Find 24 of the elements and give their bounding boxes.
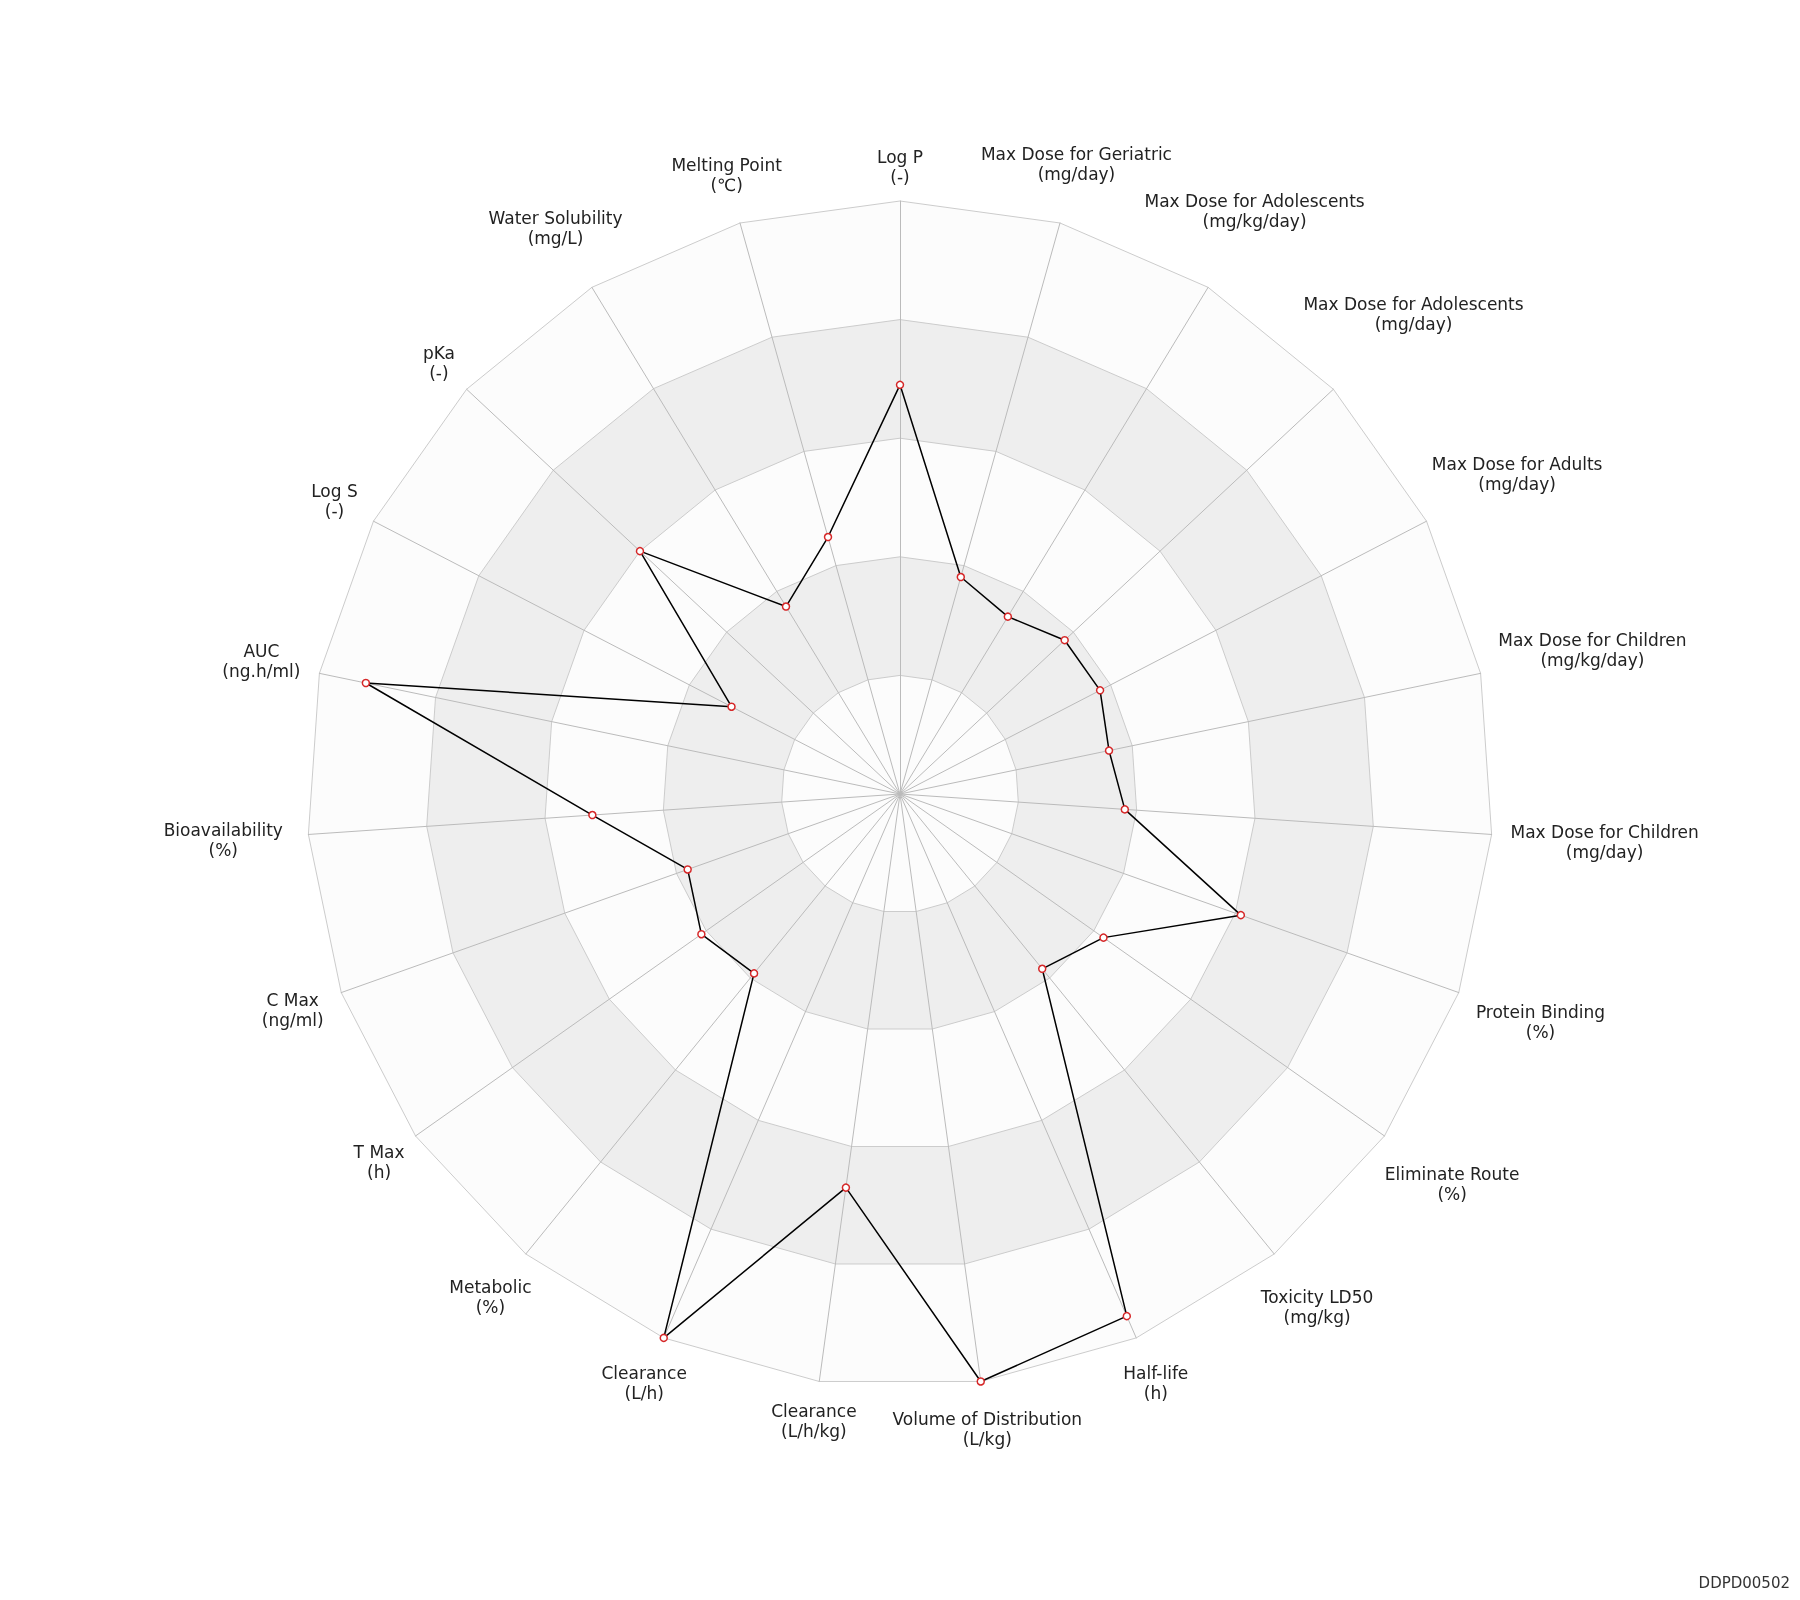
spoke-label: Max Dose for Adults (mg/day) <box>1431 454 1603 495</box>
spoke-label: Toxicity LD50 (mg/kg) <box>1259 1286 1374 1327</box>
spoke-label: AUC (ng.h/ml) <box>222 641 301 682</box>
spoke-label: pKa (-) <box>422 343 455 384</box>
spoke-label: Volume of Distribution (L/kg) <box>892 1408 1083 1449</box>
spoke-label: Max Dose for Adolescents (mg/day) <box>1303 294 1524 335</box>
spoke-label: Log S (-) <box>311 480 358 521</box>
spoke-label: Max Dose for Children (mg/kg/day) <box>1498 630 1687 671</box>
spoke-label: Eliminate Route (%) <box>1384 1163 1520 1204</box>
text: DDPD00502 <box>1698 1573 1791 1592</box>
spoke-label: Half-life (h) <box>1123 1362 1189 1403</box>
spoke-label: Protein Binding (%) <box>1475 1001 1606 1042</box>
spoke-label: Water Solubility (mg/L) <box>488 207 623 248</box>
spoke-label: Max Dose for Children (mg/day) <box>1510 822 1699 863</box>
spoke-label: Metabolic (%) <box>449 1277 532 1318</box>
spoke-label: Max Dose for Adolescents (mg/kg/day) <box>1144 190 1365 231</box>
spoke-label: Bioavailability (%) <box>163 820 283 861</box>
spoke-label: Clearance (L/h) <box>601 1362 687 1403</box>
spoke-label: T Max (h) <box>352 1141 405 1182</box>
spoke-label: Log P (-) <box>876 147 924 187</box>
spoke-label: Clearance (L/h/kg) <box>771 1400 857 1441</box>
spoke-label: C Max (ng/ml) <box>261 989 324 1030</box>
spoke-label: Melting Point (℃) <box>671 155 783 196</box>
spoke-label: Max Dose for Geriatric (mg/day) <box>980 144 1172 185</box>
